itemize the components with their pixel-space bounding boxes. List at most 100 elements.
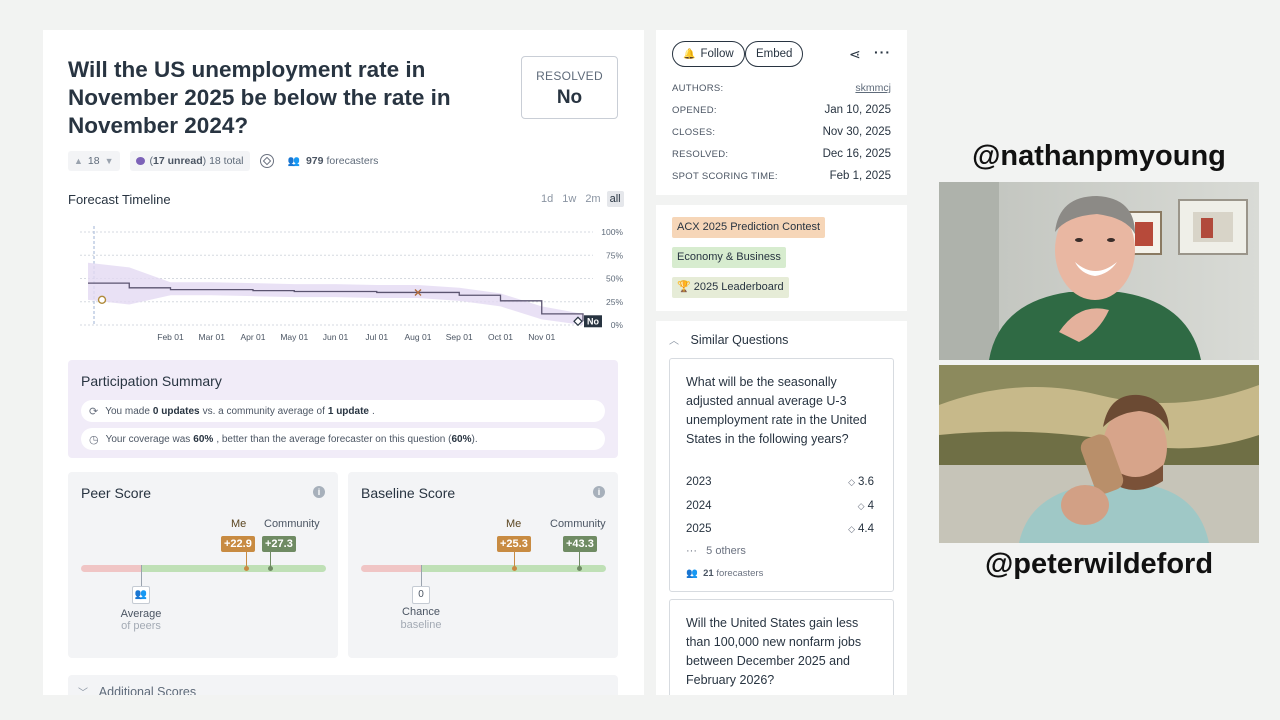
forecast-timeline-chart[interactable]: 100% 75% 50% 25% 0% Feb 01 Mar 01 Apr 01 May 01 J… xyxy=(68,222,623,342)
authors-row: AUTHORS: skmmcj xyxy=(672,82,891,94)
baseline-me-dot xyxy=(512,566,517,571)
peer-me-dot xyxy=(244,566,249,571)
timeline-range-tabs: 1d 1w 2m all xyxy=(535,191,624,207)
baseline-me-label: Me xyxy=(506,518,522,530)
x-tick-label: Feb 01 xyxy=(157,332,184,342)
similar-row: 2023 ◇ 3.6 xyxy=(686,476,874,488)
additional-scores-toggle[interactable]: ﹀ Additional Scores xyxy=(68,675,618,695)
spot-scoring-row: SPOT SCORING TIME: Feb 1, 2025 xyxy=(672,170,891,182)
peer-score-card: Peer Score i Me Community +22.9 +27.3 👥 … xyxy=(68,472,338,658)
y-tick-label: 0% xyxy=(611,320,623,330)
share-icon[interactable]: ⋖ xyxy=(849,46,861,62)
tag-economy-business[interactable]: Economy & Business xyxy=(672,247,786,268)
similar-row: 2024 ◇ 4 xyxy=(686,500,874,512)
tag-acx-contest[interactable]: ACX 2025 Prediction Contest xyxy=(672,217,826,238)
y-tick-label: 75% xyxy=(606,250,623,260)
baseline-community-marker xyxy=(579,552,580,568)
author-link[interactable]: skmmcj xyxy=(855,82,891,94)
baseline-score-title: Baseline Score xyxy=(361,485,456,501)
comments-button[interactable]: (17 unread) 18 total xyxy=(129,151,250,171)
peer-score-bar xyxy=(81,565,326,572)
forecaster-count: 979 xyxy=(305,155,324,167)
diamond-icon: ◇ xyxy=(848,524,855,534)
coverage-text-c: , better than the average forecaster on … xyxy=(216,433,452,445)
similar-questions-toggle[interactable]: ︿ Similar Questions xyxy=(669,332,788,347)
total-comments: 18 total xyxy=(209,155,244,167)
row-value: 3.6 xyxy=(858,476,874,488)
row-value: 4 xyxy=(867,500,874,512)
spot-scoring-key: SPOT SCORING TIME: xyxy=(672,170,778,182)
bell-icon: 🔔 xyxy=(683,48,696,60)
comment-bubble-icon xyxy=(135,157,145,165)
resolution-box: RESOLVED No xyxy=(521,56,618,119)
question-meta-row: ▲ 18 ▼ (17 unread) 18 total 👥 979 foreca… xyxy=(68,151,378,171)
downvote-icon[interactable]: ▼ xyxy=(104,156,114,166)
similar-questions: ︿ Similar Questions What will be the sea… xyxy=(656,321,907,695)
x-tick-label: Jun 01 xyxy=(323,332,349,342)
similar-forecaster-count: 21 xyxy=(703,568,714,579)
tag-leaderboard[interactable]: 🏆 2025 Leaderboard xyxy=(672,277,789,298)
webcam-feed-top xyxy=(939,182,1259,360)
people-icon: 👥 xyxy=(686,568,698,579)
range-tab-1w[interactable]: 1w xyxy=(562,193,577,205)
baseline-me-marker xyxy=(514,552,515,568)
follow-label: Follow xyxy=(700,48,734,60)
similar-question-card[interactable]: Will the United States gain less than 10… xyxy=(669,599,894,695)
x-tick-label: Jul 01 xyxy=(365,332,388,342)
coverage-summary-row: ◷ Your coverage was 60% , better than th… xyxy=(81,428,605,450)
info-icon[interactable]: i xyxy=(593,486,605,498)
range-tab-all[interactable]: all xyxy=(606,191,624,207)
others-link[interactable]: ··· 5 others xyxy=(686,545,746,557)
similar-question-title[interactable]: What will be the seasonally adjusted ann… xyxy=(686,375,867,446)
similar-questions-title: Similar Questions xyxy=(690,333,789,347)
resolution-label: RESOLVED xyxy=(536,69,603,83)
chevron-down-icon: ﹀ xyxy=(78,688,88,695)
range-tab-2m[interactable]: 2m xyxy=(585,193,601,205)
resolution-label: No xyxy=(587,316,599,326)
x-tick-label: Oct 01 xyxy=(488,332,513,342)
peer-me-marker xyxy=(246,552,247,568)
baseline-me-badge: +25.3 xyxy=(497,536,531,552)
diamond-icon: ◇ xyxy=(848,477,855,487)
embed-button[interactable]: Embed xyxy=(745,41,804,67)
peer-score-title: Peer Score xyxy=(81,485,152,501)
row-year: 2025 xyxy=(686,523,712,535)
opened-value: Jan 10, 2025 xyxy=(824,104,891,116)
webcam-feed-bottom xyxy=(939,365,1259,543)
similar-question-card[interactable]: What will be the seasonally adjusted ann… xyxy=(669,358,894,592)
row-year: 2023 xyxy=(686,476,712,488)
upvote-icon[interactable]: ▲ xyxy=(74,156,83,166)
x-tick-label: Aug 01 xyxy=(405,332,432,342)
y-tick-label: 50% xyxy=(606,274,623,284)
similar-row: 2025 ◇ 4.4 xyxy=(686,523,874,535)
vote-count: 18 xyxy=(87,155,100,167)
range-tab-1d[interactable]: 1d xyxy=(541,193,554,205)
clock-icon: ◷ xyxy=(89,433,99,446)
community-updates: 1 update xyxy=(327,405,369,417)
my-forecast-marker xyxy=(97,295,107,305)
opened-row: OPENED: Jan 10, 2025 xyxy=(672,104,891,116)
vote-control: ▲ 18 ▼ xyxy=(68,151,120,171)
info-icon[interactable]: i xyxy=(313,486,325,498)
x-tick-label: Nov 01 xyxy=(528,332,555,342)
resolution-value: No xyxy=(556,87,583,108)
more-options-icon[interactable]: ··· xyxy=(874,44,891,60)
similar-question-title[interactable]: Will the United States gain less than 10… xyxy=(686,616,862,687)
chevron-up-icon: ︿ xyxy=(669,336,679,347)
uncertainty-band xyxy=(88,262,583,325)
speaker-handle-bottom: @peterwildeford xyxy=(984,548,1214,580)
participation-title: Participation Summary xyxy=(81,373,222,389)
peer-community-badge: +27.3 xyxy=(262,536,296,552)
baseline-score-bar xyxy=(361,565,606,572)
follow-button[interactable]: 🔔 Follow xyxy=(672,41,745,67)
similar-forecasters: 👥 21 forecasters xyxy=(686,568,763,579)
baseline-score-card: Baseline Score i Me Community +25.3 +43.… xyxy=(348,472,618,658)
peer-me-label: Me xyxy=(231,518,247,530)
y-tick-label: 100% xyxy=(601,227,623,237)
target-icon[interactable] xyxy=(259,154,274,168)
updates-text-e: . xyxy=(371,405,375,417)
refresh-icon: ⟳ xyxy=(89,405,99,418)
closes-row: CLOSES: Nov 30, 2025 xyxy=(672,126,891,138)
additional-scores-label: Additional Scores xyxy=(98,685,197,695)
authors-key: AUTHORS: xyxy=(672,82,724,94)
